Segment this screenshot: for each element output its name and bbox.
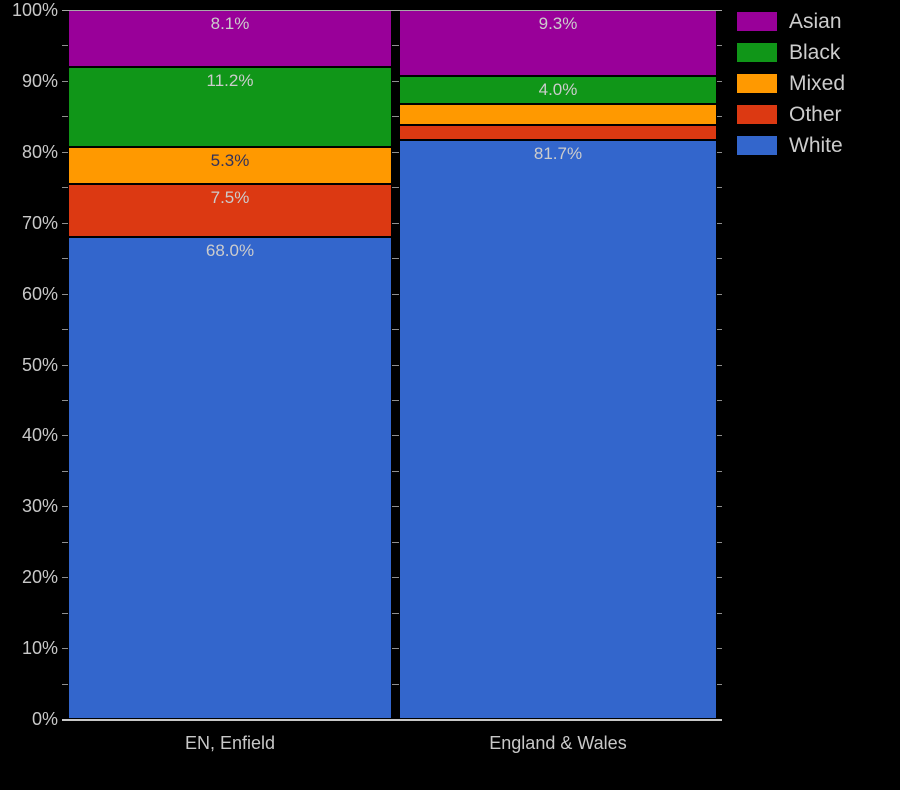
gridline (62, 45, 722, 46)
gridline (62, 684, 722, 685)
segment-label: 7.5% (210, 188, 250, 208)
y-tick-label: 50% (21, 355, 58, 375)
bar-segment-asian: 8.1% (68, 10, 392, 68)
y-tick-label: 20% (21, 567, 58, 587)
y-tick-label: 80% (21, 142, 58, 162)
gridline (62, 648, 722, 649)
legend-label: Other (789, 103, 842, 126)
legend-swatch-white (737, 136, 777, 155)
gridline (62, 223, 722, 224)
segment-label: 81.7% (533, 143, 583, 163)
legend-item-asian: Asian (737, 10, 845, 33)
y-tick-label: 70% (21, 213, 58, 233)
segment-label: 5.3% (210, 150, 250, 170)
segment-label: 8.1% (210, 14, 250, 33)
y-tick-label: 100% (11, 0, 58, 20)
segment-label: 9.3% (538, 14, 578, 33)
gridline (62, 294, 722, 295)
legend-item-other: Other (737, 103, 845, 126)
bar-segment-asian: 9.3% (399, 10, 717, 76)
segment-label: 68.0% (205, 241, 255, 261)
gridline (62, 577, 722, 578)
bar-1: 8.1% 11.2% 5.3% 7.5% 68.0% (68, 10, 392, 719)
gridline (62, 187, 722, 188)
bar-segment-black: 4.0% (399, 75, 717, 105)
bar-segment-white: 81.7% (399, 139, 717, 719)
y-tick-label: 60% (21, 284, 58, 304)
gridline (62, 329, 722, 330)
legend-swatch-black (737, 43, 777, 62)
gridline (62, 471, 722, 472)
gridline (62, 152, 722, 153)
plot-top-spine (62, 10, 722, 11)
legend-label: White (789, 134, 843, 157)
segment-label: 11.2% (206, 71, 254, 91)
legend: Asian Black Mixed Other White (737, 10, 846, 167)
x-axis-line (62, 719, 722, 721)
bar-segment-other (399, 124, 717, 140)
segment-label: 4.0% (538, 79, 578, 99)
gridline (62, 506, 722, 507)
legend-item-white: White (737, 134, 845, 157)
bar-2: 9.3% 4.0% 81.7% (399, 10, 717, 719)
bar-segment-mixed: 5.3% (68, 146, 392, 185)
gridline (62, 116, 722, 117)
gridline (62, 365, 722, 366)
gridline (62, 81, 722, 82)
legend-swatch-asian (737, 12, 777, 31)
legend-item-mixed: Mixed (737, 72, 846, 95)
legend-item-black: Black (737, 41, 845, 64)
y-tick-label: 90% (21, 71, 58, 91)
x-category-label: England & Wales (489, 733, 627, 753)
y-tick-label: 0% (31, 709, 58, 729)
bar-segment-white: 68.0% (68, 237, 392, 719)
bar-segment-black: 11.2% (68, 67, 392, 147)
gridline (62, 258, 722, 259)
plot-area: 8.1% 11.2% 5.3% 7.5% 68.0% 9.3% 4.0% 81.7% (62, 10, 722, 719)
gridline (62, 435, 722, 436)
gridline (62, 400, 722, 401)
legend-swatch-other (737, 105, 777, 124)
y-tick-label: 10% (21, 638, 58, 658)
gridline (62, 613, 722, 614)
legend-label: Asian (789, 10, 842, 33)
gridline (62, 542, 722, 543)
legend-label: Black (789, 41, 841, 64)
y-tick-label: 40% (21, 425, 58, 445)
bar-segment-other: 7.5% (68, 184, 392, 238)
x-category-label: EN, Enfield (184, 733, 276, 753)
bar-segment-mixed (399, 104, 717, 125)
y-tick-label: 30% (21, 496, 58, 516)
legend-swatch-mixed (737, 74, 777, 93)
legend-label: Mixed (789, 72, 846, 95)
